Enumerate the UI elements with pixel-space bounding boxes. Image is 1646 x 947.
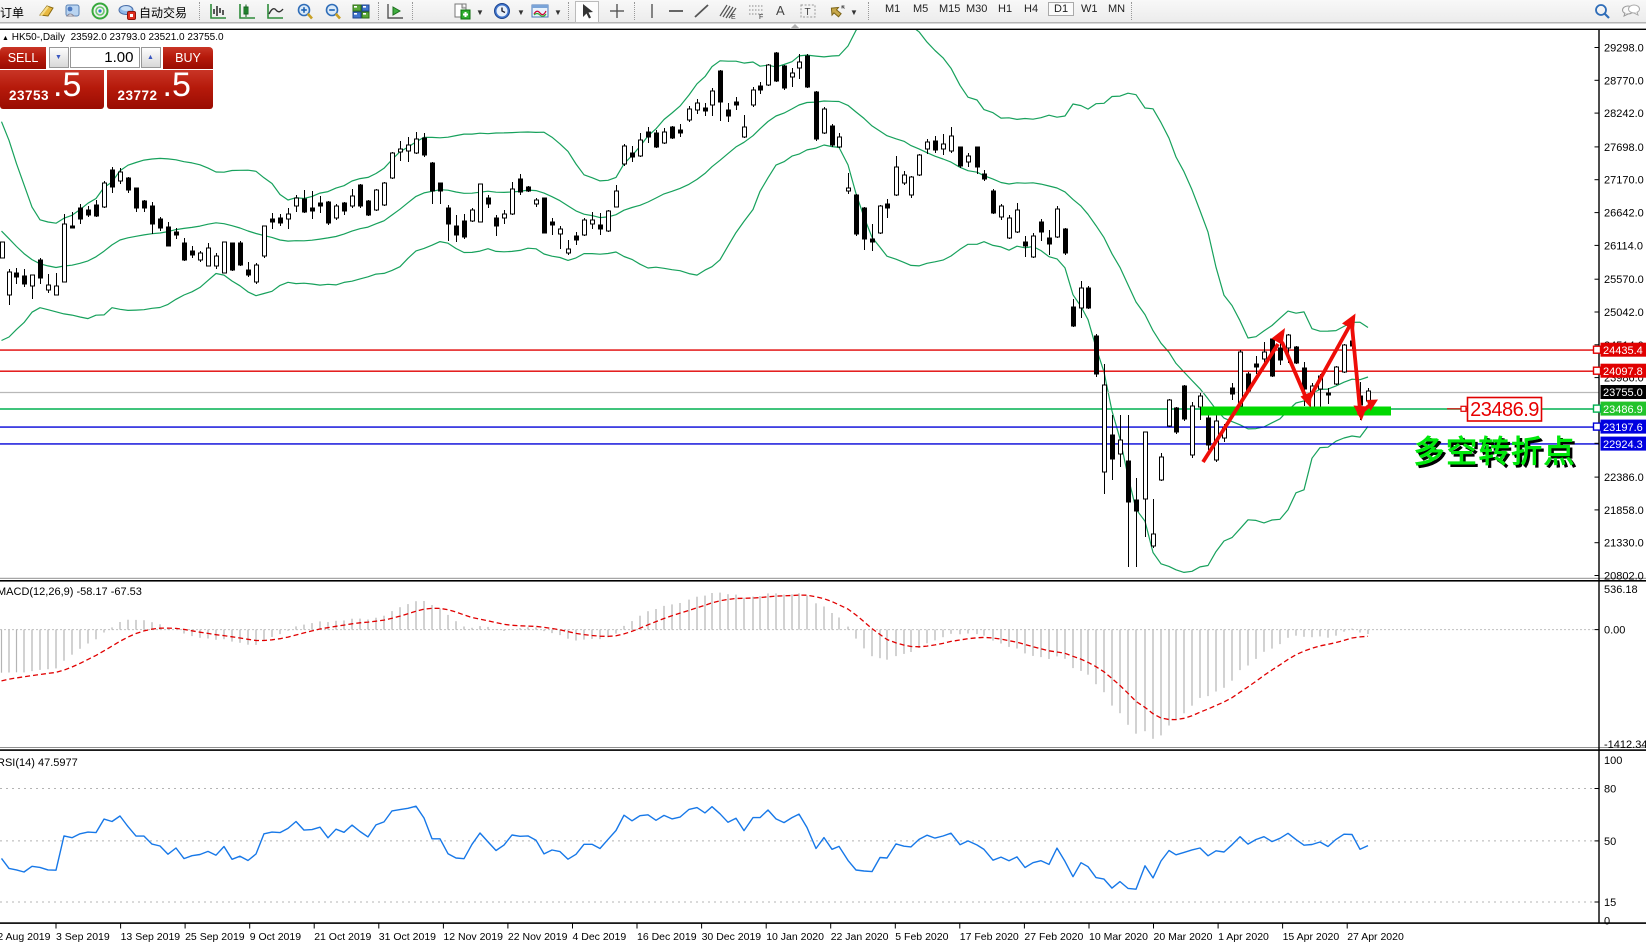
svg-text:15: 15 — [1604, 897, 1616, 909]
svg-text:28770.0: 28770.0 — [1604, 75, 1644, 87]
svg-text:27 Feb 2020: 27 Feb 2020 — [1024, 931, 1083, 943]
svg-text:4 Dec 2019: 4 Dec 2019 — [573, 931, 627, 943]
svg-text:26114.0: 26114.0 — [1604, 240, 1643, 252]
svg-text:31 Oct 2019: 31 Oct 2019 — [379, 931, 436, 943]
svg-text:10 Mar 2020: 10 Mar 2020 — [1089, 931, 1148, 943]
svg-text:26642.0: 26642.0 — [1604, 208, 1644, 220]
svg-text:22 Jan 2020: 22 Jan 2020 — [831, 931, 889, 943]
svg-text:23486.9: 23486.9 — [1470, 399, 1539, 421]
svg-text:21858.0: 21858.0 — [1604, 505, 1644, 517]
svg-text:-1412.34: -1412.34 — [1604, 739, 1646, 751]
svg-text:21 Oct 2019: 21 Oct 2019 — [314, 931, 371, 943]
svg-text:50: 50 — [1604, 836, 1616, 848]
svg-text:MACD(12,26,9) -58.17 -67.53: MACD(12,26,9) -58.17 -67.53 — [0, 586, 142, 598]
svg-text:17 Feb 2020: 17 Feb 2020 — [960, 931, 1019, 943]
svg-text:22 Aug 2019: 22 Aug 2019 — [0, 931, 51, 943]
svg-text:25570.0: 25570.0 — [1604, 274, 1644, 286]
svg-text:13 Sep 2019: 13 Sep 2019 — [121, 931, 181, 943]
svg-text:10 Jan 2020: 10 Jan 2020 — [766, 931, 824, 943]
svg-text:25042.0: 25042.0 — [1604, 307, 1644, 319]
svg-text:28242.0: 28242.0 — [1604, 108, 1644, 120]
svg-text:80: 80 — [1604, 784, 1616, 796]
svg-text:15 Apr 2020: 15 Apr 2020 — [1283, 931, 1340, 943]
svg-text:24097.8: 24097.8 — [1603, 366, 1643, 378]
svg-text:E: E — [731, 14, 736, 21]
svg-text:22 Nov 2019: 22 Nov 2019 — [508, 931, 568, 943]
svg-text:23197.6: 23197.6 — [1603, 422, 1643, 434]
svg-text:多空转折点: 多空转折点 — [1416, 437, 1579, 472]
svg-text:25 Sep 2019: 25 Sep 2019 — [185, 931, 245, 943]
svg-text:16 Dec 2019: 16 Dec 2019 — [637, 931, 697, 943]
svg-text:27698.0: 27698.0 — [1604, 142, 1644, 154]
svg-text:20802.0: 20802.0 — [1604, 571, 1644, 583]
svg-text:5 Feb 2020: 5 Feb 2020 — [895, 931, 948, 943]
svg-text:24435.4: 24435.4 — [1603, 345, 1643, 357]
svg-text:T: T — [805, 7, 811, 18]
svg-text:22924.3: 22924.3 — [1603, 439, 1643, 451]
svg-text:23755.0: 23755.0 — [1603, 387, 1643, 399]
svg-text:29298.0: 29298.0 — [1604, 43, 1644, 55]
svg-text:536.18: 536.18 — [1604, 584, 1638, 596]
svg-text:1 Apr 2020: 1 Apr 2020 — [1218, 931, 1269, 943]
svg-text:多空转折点: 多空转折点 — [1414, 435, 1577, 470]
svg-text:RSI(14) 47.5977: RSI(14) 47.5977 — [0, 757, 78, 769]
svg-text:0.00: 0.00 — [1604, 625, 1625, 637]
svg-text:21330.0: 21330.0 — [1604, 538, 1644, 550]
svg-text:0: 0 — [1604, 916, 1610, 928]
svg-text:12 Nov 2019: 12 Nov 2019 — [443, 931, 503, 943]
svg-text:20 Mar 2020: 20 Mar 2020 — [1154, 931, 1213, 943]
svg-text:23486.9: 23486.9 — [1603, 404, 1643, 416]
svg-text:100: 100 — [1604, 755, 1622, 767]
svg-text:27 Apr 2020: 27 Apr 2020 — [1347, 931, 1404, 943]
svg-text:F: F — [759, 14, 763, 21]
svg-text:27170.0: 27170.0 — [1604, 175, 1644, 187]
svg-text:3 Sep 2019: 3 Sep 2019 — [56, 931, 110, 943]
svg-text:22386.0: 22386.0 — [1604, 472, 1644, 484]
svg-text:9 Oct 2019: 9 Oct 2019 — [250, 931, 302, 943]
svg-text:30 Dec 2019: 30 Dec 2019 — [702, 931, 762, 943]
